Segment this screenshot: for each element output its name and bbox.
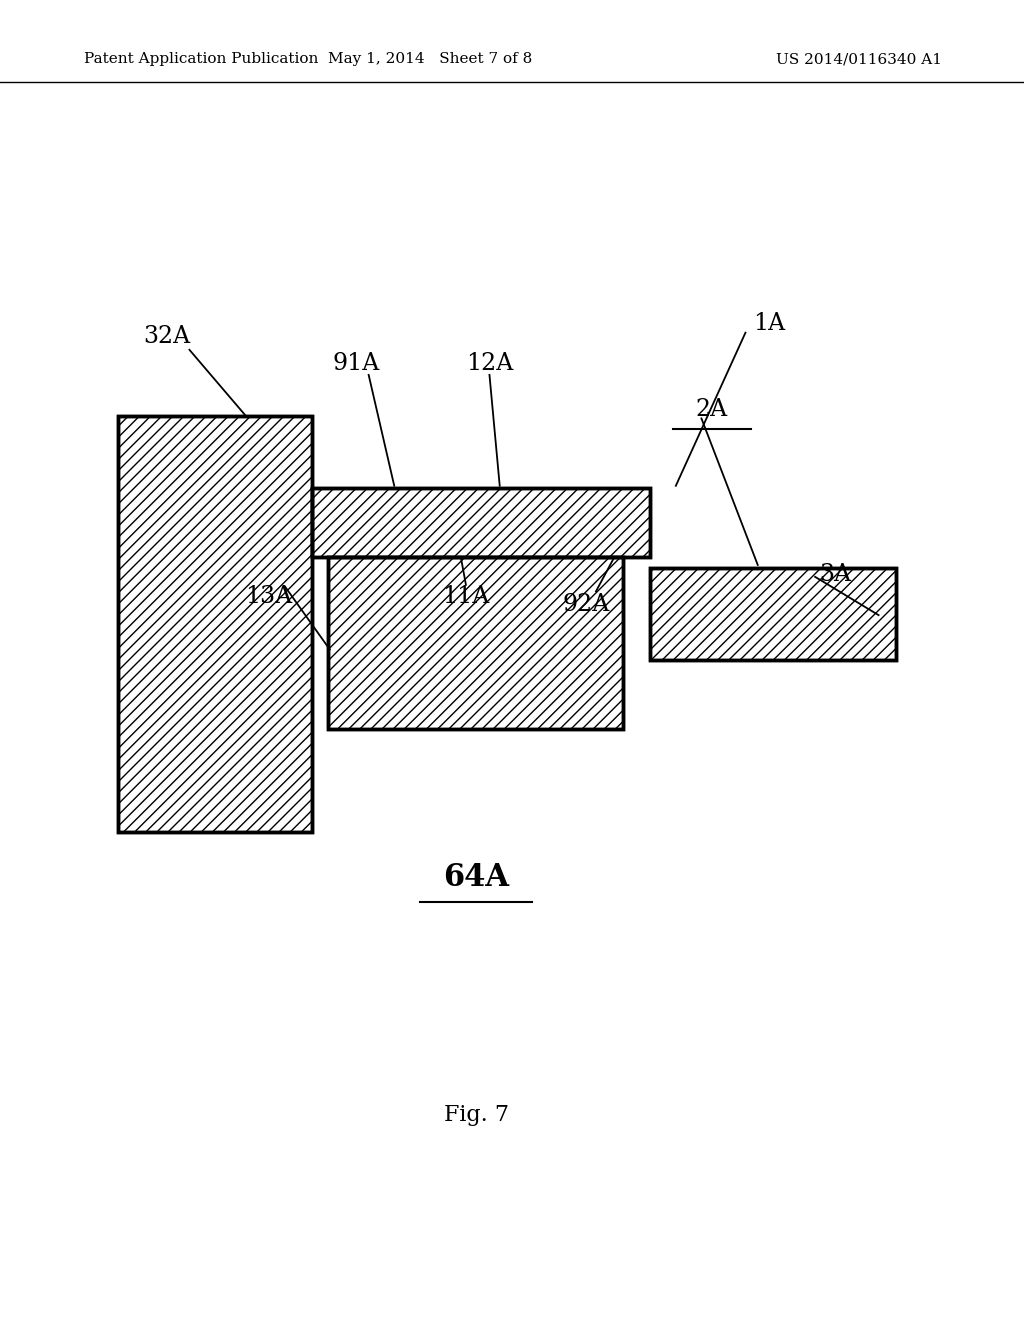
Bar (328, 557, 623, 729)
Text: 32A: 32A (143, 325, 190, 348)
Text: 1A: 1A (753, 312, 784, 335)
Bar (312, 488, 650, 557)
Text: 11A: 11A (442, 585, 489, 609)
Text: US 2014/0116340 A1: US 2014/0116340 A1 (776, 53, 942, 66)
Bar (312, 488, 650, 557)
Text: 91A: 91A (333, 351, 380, 375)
Bar (328, 557, 623, 729)
Text: May 1, 2014   Sheet 7 of 8: May 1, 2014 Sheet 7 of 8 (328, 53, 532, 66)
Bar (650, 568, 896, 660)
Text: 64A: 64A (443, 862, 509, 894)
Text: 3A: 3A (819, 562, 851, 586)
Bar (118, 416, 312, 832)
Text: 12A: 12A (466, 351, 513, 375)
Text: Fig. 7: Fig. 7 (443, 1105, 509, 1126)
Text: 13A: 13A (245, 585, 292, 609)
Text: Patent Application Publication: Patent Application Publication (84, 53, 318, 66)
Text: 92A: 92A (562, 593, 609, 616)
Text: 2A: 2A (695, 397, 728, 421)
Bar (650, 568, 896, 660)
Bar (118, 416, 312, 832)
